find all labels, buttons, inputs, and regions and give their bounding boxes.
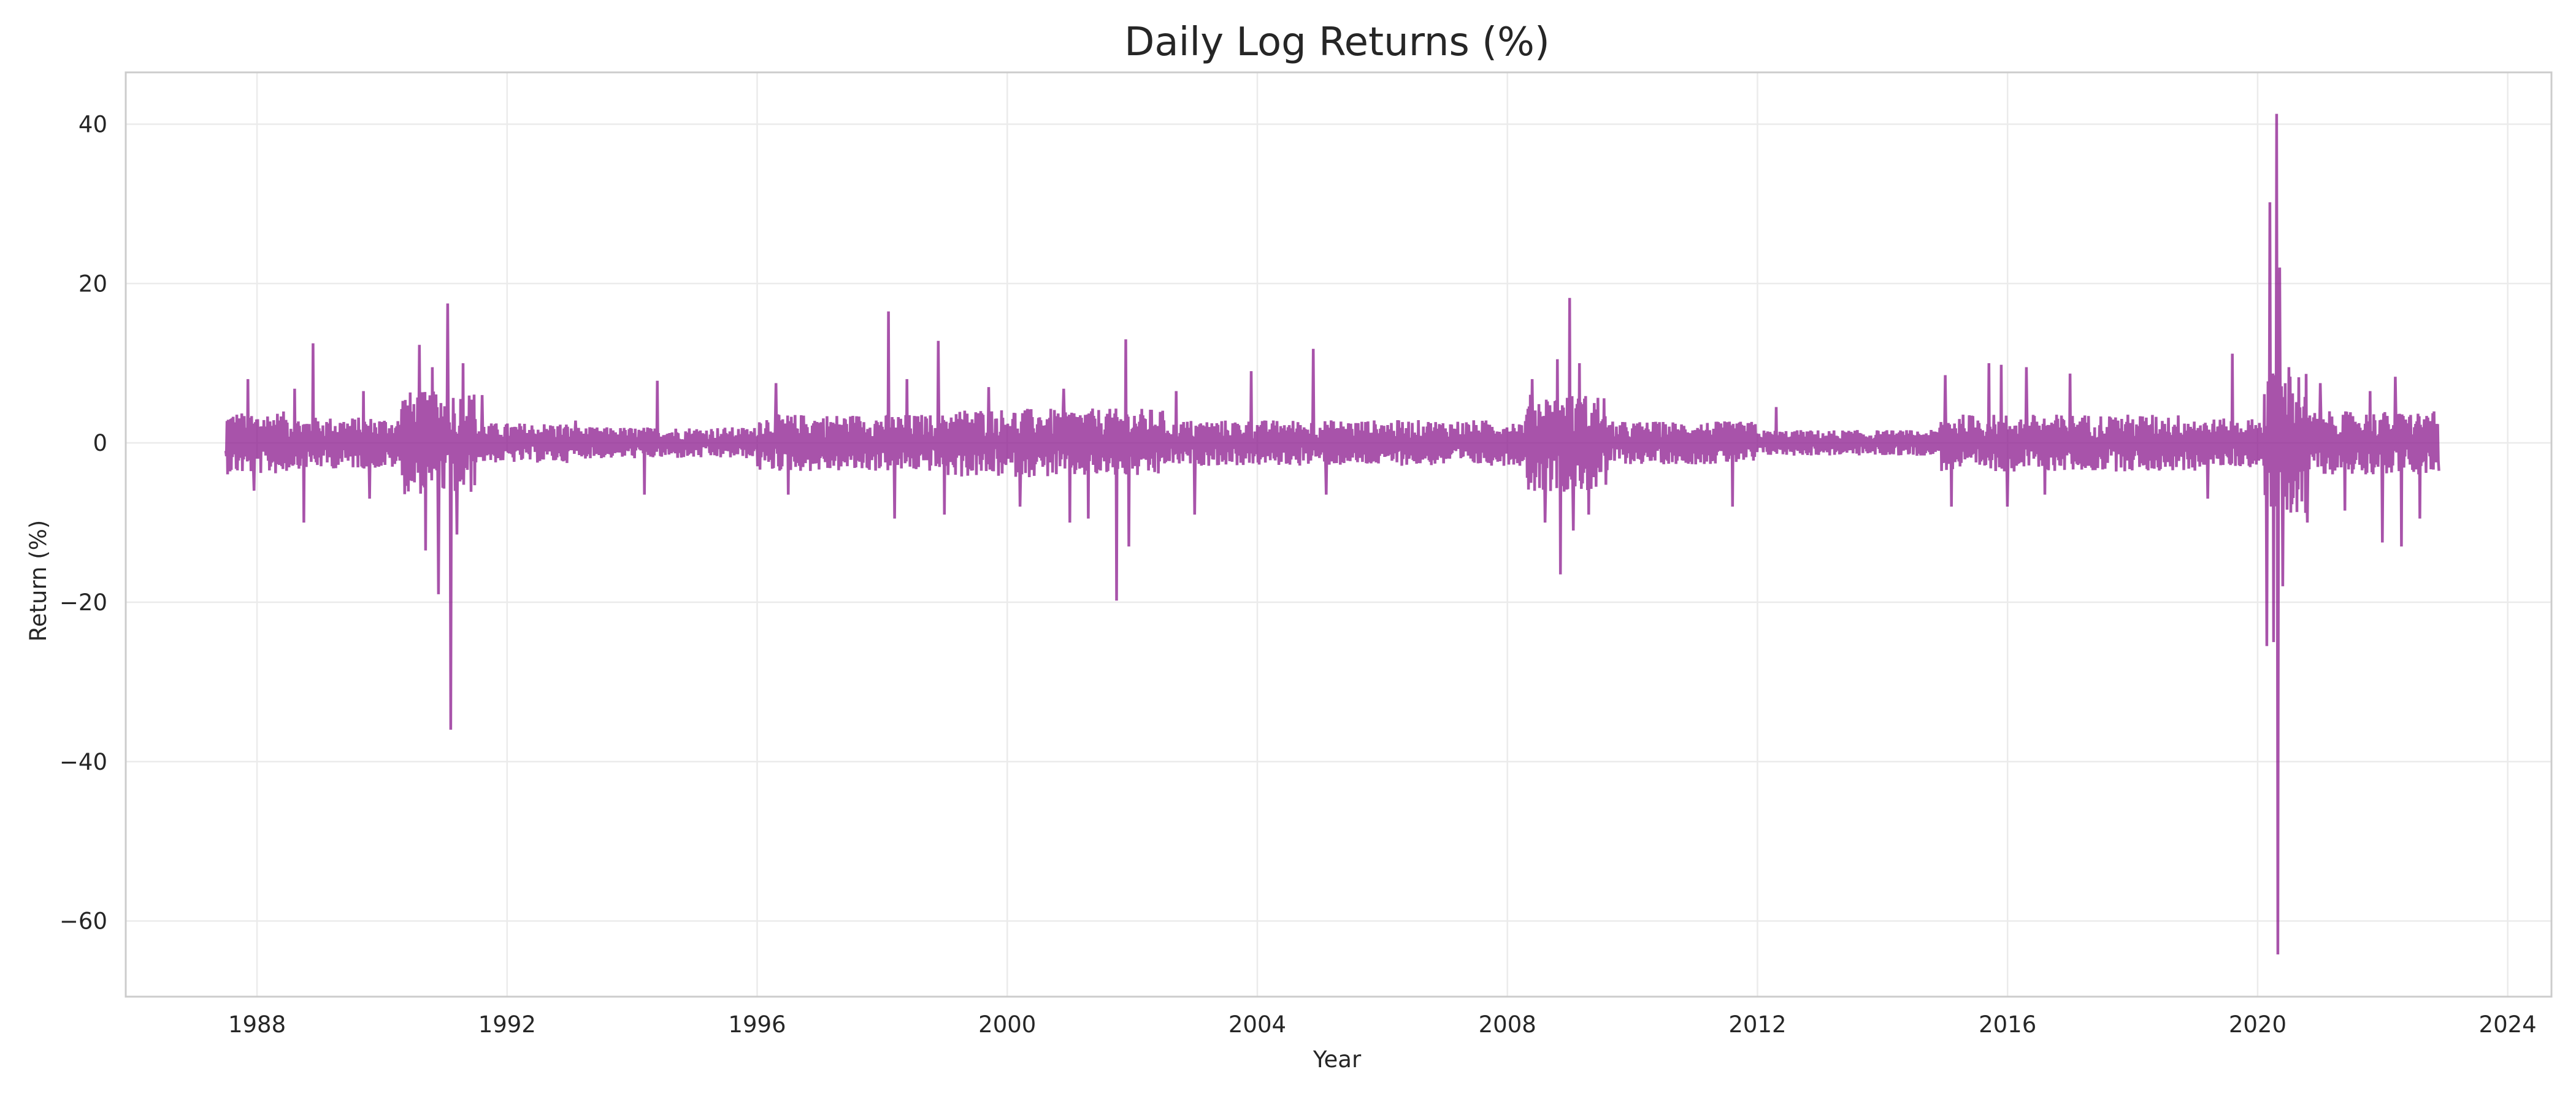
y-tick-label: 40 [79,111,107,137]
x-tick-label: 1996 [728,1011,786,1038]
x-tick-labels: 1988 1992 1996 2000 2004 2008 2012 2016 2020 2024 [228,1011,2537,1038]
y-tick-label: 20 [79,270,107,297]
series-line [224,113,2440,955]
x-gridlines [256,72,2509,997]
x-axis-label: Year [1313,1046,1362,1073]
x-tick-label: 2000 [978,1011,1036,1038]
x-tick-label: 2020 [2229,1011,2287,1038]
x-tick-label: 1992 [478,1011,536,1038]
y-tick-label: −20 [59,589,107,616]
x-tick-label: 2008 [1479,1011,1536,1038]
chart-title: Daily Log Returns (%) [1124,20,1550,65]
x-tick-label: 2024 [2479,1011,2537,1038]
x-tick-label: 2004 [1229,1011,1286,1038]
y-tick-label: −60 [59,908,107,935]
x-tick-label: 2012 [1728,1011,1786,1038]
y-tick-label: −40 [59,749,107,775]
x-tick-label: 1988 [228,1011,286,1038]
y-axis-label: Return (%) [25,520,52,642]
plot-frame [125,71,2553,998]
x-tick-label: 2016 [1979,1011,2036,1038]
y-tick-labels: 40 20 0 −20 −40 −60 [59,111,107,934]
y-tick-label: 0 [93,430,107,456]
